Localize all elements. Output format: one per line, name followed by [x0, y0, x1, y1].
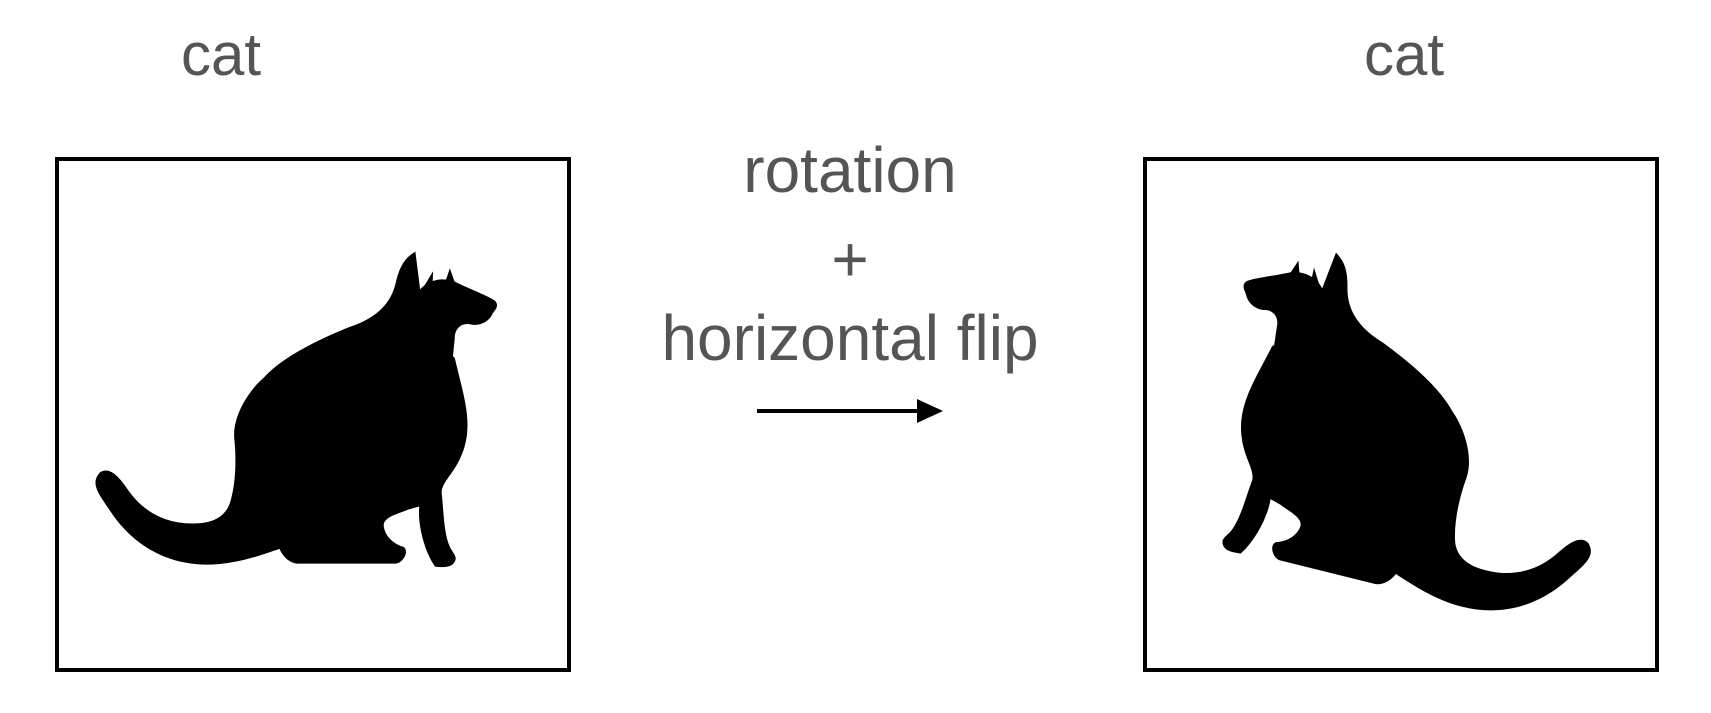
cat-silhouette-transformed-icon [1222, 252, 1591, 611]
transform-flip-text: horizontal flip [661, 302, 1039, 374]
transform-plus-text: + [831, 223, 869, 295]
source-label: cat [180, 21, 262, 88]
source-image-frame [55, 157, 571, 672]
target-label: cat [1363, 21, 1445, 88]
cat-silhouette-icon [95, 251, 498, 568]
right-arrow-icon [757, 399, 943, 423]
transform-rotation-text: rotation [743, 134, 957, 206]
target-image-frame [1143, 157, 1659, 672]
